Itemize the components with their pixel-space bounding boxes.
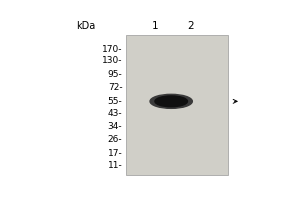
Text: 95-: 95- xyxy=(108,70,122,79)
Ellipse shape xyxy=(150,94,192,108)
Text: 130-: 130- xyxy=(102,56,122,65)
Text: 1: 1 xyxy=(152,21,158,31)
Text: 26-: 26- xyxy=(108,135,122,144)
Ellipse shape xyxy=(155,96,188,107)
Text: 170-: 170- xyxy=(102,45,122,54)
Text: 2: 2 xyxy=(188,21,194,31)
Text: 11-: 11- xyxy=(108,161,122,170)
Bar xyxy=(126,35,228,175)
Text: 55-: 55- xyxy=(108,97,122,106)
Text: 72-: 72- xyxy=(108,83,122,92)
Text: kDa: kDa xyxy=(76,21,95,31)
Text: 17-: 17- xyxy=(108,149,122,158)
Text: 43-: 43- xyxy=(108,109,122,118)
Text: 34-: 34- xyxy=(108,122,122,131)
